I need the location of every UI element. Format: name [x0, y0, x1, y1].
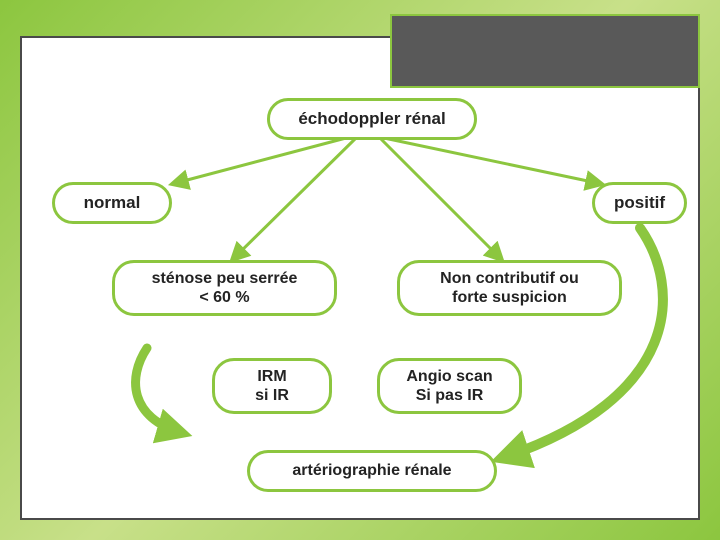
node-stenose: sténose peu serrée < 60 % [112, 260, 337, 316]
node-label: normal [84, 193, 141, 213]
node-label: artériographie rénale [292, 461, 451, 480]
node-label: sténose peu serrée < 60 % [152, 269, 298, 307]
node-angio: Angio scan Si pas IR [377, 358, 522, 414]
content-frame: échodoppler rénal normal positif sténose… [20, 36, 700, 520]
node-normal: normal [52, 182, 172, 224]
node-label: Non contributif ou forte suspicion [440, 269, 579, 307]
node-positif: positif [592, 182, 687, 224]
node-label: échodoppler rénal [298, 109, 445, 129]
node-arterio: artériographie rénale [247, 450, 497, 492]
node-label: IRM si IR [255, 367, 289, 405]
node-label: Angio scan Si pas IR [406, 367, 492, 405]
node-label: positif [614, 193, 665, 213]
node-irm: IRM si IR [212, 358, 332, 414]
node-noncontr: Non contributif ou forte suspicion [397, 260, 622, 316]
node-root: échodoppler rénal [267, 98, 477, 140]
header-box [390, 14, 700, 88]
